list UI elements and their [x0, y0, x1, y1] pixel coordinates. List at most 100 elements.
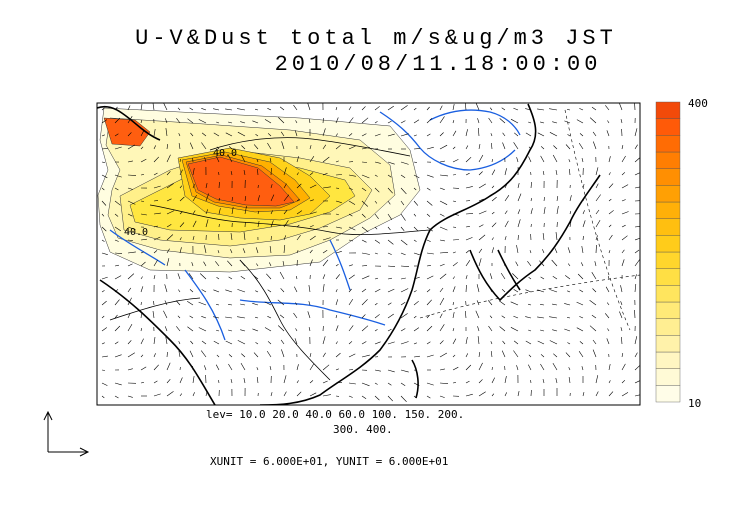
wind-arrow [101, 327, 107, 332]
colorbar-swatch [655, 185, 681, 203]
wind-arrow [608, 391, 614, 397]
wind-arrow [374, 277, 378, 280]
wind-arrow [204, 245, 207, 254]
wind-arrow [101, 369, 106, 371]
wind-arrow [439, 287, 444, 293]
wind-arrow [608, 210, 614, 215]
wind-arrow [491, 169, 496, 176]
wind-arrow [270, 392, 273, 397]
wind-arrow [502, 142, 506, 150]
wind-arrow [413, 355, 420, 358]
wind-arrow [374, 314, 380, 319]
wind-arrow [499, 326, 506, 332]
wind-arrow [439, 174, 449, 177]
wind-arrow [322, 274, 326, 280]
wind-arrow [101, 395, 105, 399]
wind-arrow [634, 144, 638, 150]
wind-arrow [478, 234, 486, 241]
wind-arrow [413, 300, 419, 306]
wind-arrow [501, 315, 506, 319]
wind-arrow [127, 239, 133, 241]
wind-arrow [413, 134, 417, 137]
wind-arrow [439, 395, 445, 398]
wind-arrow [225, 132, 233, 137]
wind-arrow [361, 147, 370, 150]
wind-arrow [153, 200, 159, 202]
wind-arrow [452, 120, 455, 124]
wind-arrow [426, 314, 430, 319]
wind-arrow [203, 261, 207, 267]
wind-arrow [374, 288, 381, 293]
wind-arrow [228, 146, 233, 150]
wind-arrow [166, 224, 172, 228]
wind-arrow [477, 326, 480, 332]
wind-arrow [634, 274, 637, 280]
wind-arrow [549, 316, 558, 319]
wind-arrow [256, 159, 259, 163]
wind-arrow [569, 168, 571, 176]
wind-arrow [270, 184, 273, 189]
wind-arrow [295, 302, 298, 306]
wind-arrow [634, 259, 640, 267]
wind-arrow [387, 341, 395, 345]
wind-arrow [241, 145, 246, 150]
wind-arrow [465, 237, 473, 241]
wind-arrow [361, 161, 368, 163]
wind-arrow [322, 156, 330, 163]
wind-arrow [606, 130, 610, 137]
wind-arrow [387, 265, 396, 267]
wind-arrow [593, 141, 597, 150]
wind-arrow [387, 105, 394, 111]
wind-arrow [348, 117, 354, 124]
wind-arrow [101, 226, 107, 232]
wind-arrow [101, 213, 105, 217]
wind-arrow [634, 309, 636, 319]
wind-arrow [166, 248, 170, 254]
wind-arrow [335, 382, 343, 384]
wind-arrow [216, 146, 220, 150]
wind-arrow [569, 221, 572, 228]
wind-arrow [499, 118, 506, 124]
wind-arrow [101, 200, 107, 206]
wind-arrow [426, 252, 434, 255]
wind-arrow [225, 316, 233, 319]
wind-arrow [241, 353, 246, 358]
wind-arrow [165, 118, 168, 124]
colorbar-max-label: 400 [688, 97, 708, 110]
wind-arrow [361, 341, 367, 345]
wind-arrow [127, 251, 136, 254]
wind-arrow [188, 273, 194, 280]
colorbar-swatch [655, 135, 681, 153]
wind-arrow [387, 213, 393, 220]
wind-arrow [426, 341, 431, 345]
wind-arrow [439, 105, 443, 111]
wind-arrow [296, 224, 300, 228]
wind-arrow [239, 259, 246, 267]
wind-arrow [140, 213, 147, 216]
chart-datetime: 2010/08/11.18:00:00 [274, 52, 602, 77]
wind-arrow [513, 107, 519, 111]
wind-arrow [634, 394, 640, 397]
wind-arrow [465, 364, 472, 371]
wind-arrow [361, 382, 370, 387]
wind-arrow [537, 132, 545, 137]
wind-arrow [101, 174, 108, 179]
wind-arrow [253, 352, 259, 358]
wind-arrow [309, 235, 316, 241]
wind-arrow [608, 172, 611, 176]
wind-arrow [551, 259, 558, 267]
wind-arrow [426, 187, 431, 191]
wind-arrow [201, 142, 207, 150]
wind-arrow [478, 248, 483, 254]
wind-arrow [413, 187, 417, 191]
wind-arrow [140, 174, 144, 176]
wind-arrow [361, 106, 366, 111]
wind-arrow [400, 313, 408, 319]
wind-arrow [166, 351, 168, 358]
wind-arrow [620, 285, 623, 293]
wind-arrow [426, 395, 431, 399]
wind-arrow [190, 340, 194, 345]
wind-arrow [465, 260, 471, 267]
wind-arrow [502, 340, 506, 345]
